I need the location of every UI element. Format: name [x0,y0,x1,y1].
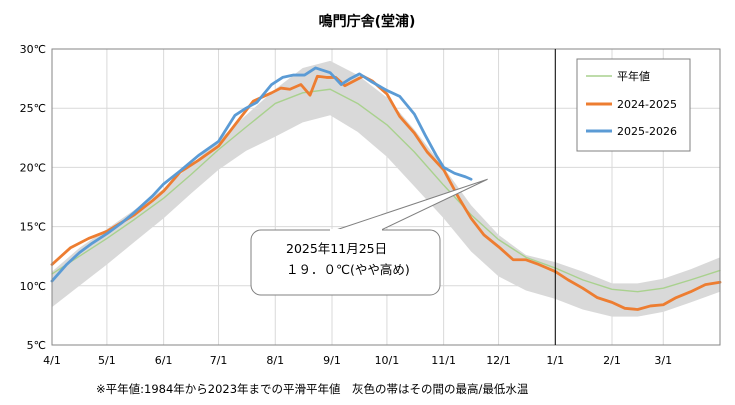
y-axis-ticks: 5℃ 10℃ 15℃ 20℃ 25℃ 30℃ [20,43,46,352]
x-tick-label-8: 12/1 [486,354,511,367]
x-tick-label-9: 1/1 [546,354,564,367]
x-tick-label-5: 9/1 [323,354,341,367]
series-lines [50,66,722,311]
series-line-2025-2026 [50,66,473,283]
x-tick-label-11: 3/1 [654,354,672,367]
normal-line [51,88,721,293]
x-axis-ticks: 4/1 5/1 6/1 7/1 8/1 9/1 10/1 11/1 12/1 1/1 2/1 3/1 [43,354,672,367]
min-max-band [52,60,720,317]
x-tick-label-4: 8/1 [266,354,284,367]
y-tick-label-4: 25℃ [20,102,46,115]
x-tick-label-10: 2/1 [603,354,621,367]
legend: 平年値 2024-2025 2025-2026 [576,58,691,152]
legend-label-2024-2025: 2024-2025 [617,98,677,111]
series-line-2024-2025 [50,74,722,311]
x-tick-label-7: 11/1 [431,354,456,367]
callout-value: １９．０℃(やや高め) [286,262,410,277]
x-tick-label-6: 10/1 [375,354,400,367]
band-area [52,60,720,317]
callout: 2025年11月25日 １９．０℃(やや高め) [250,178,488,296]
x-tick-label-2: 6/1 [155,354,173,367]
y-tick-label-5: 30℃ [20,43,46,56]
callout-seam-cover [330,229,382,232]
y-tick-label-1: 10℃ [20,280,46,293]
plot-area-border [51,48,721,346]
callout-date: 2025年11月25日 [286,241,387,256]
legend-label-normal: 平年値 [617,69,650,83]
legend-label-2025-2026: 2025-2026 [617,125,677,138]
x-tick-label-0: 4/1 [43,354,61,367]
x-tick-label-3: 7/1 [210,354,228,367]
y-tick-label-3: 20℃ [20,161,46,174]
footnote: ※平年値:1984年から2023年までの平滑平年値 灰色の帯はその間の最高/最低… [96,382,529,396]
x-tick-label-1: 5/1 [98,354,116,367]
chart-title: 鳴門庁舎(堂浦) [319,13,416,30]
y-tick-label-0: 5℃ [27,339,46,352]
y-tick-label-2: 15℃ [20,221,46,234]
